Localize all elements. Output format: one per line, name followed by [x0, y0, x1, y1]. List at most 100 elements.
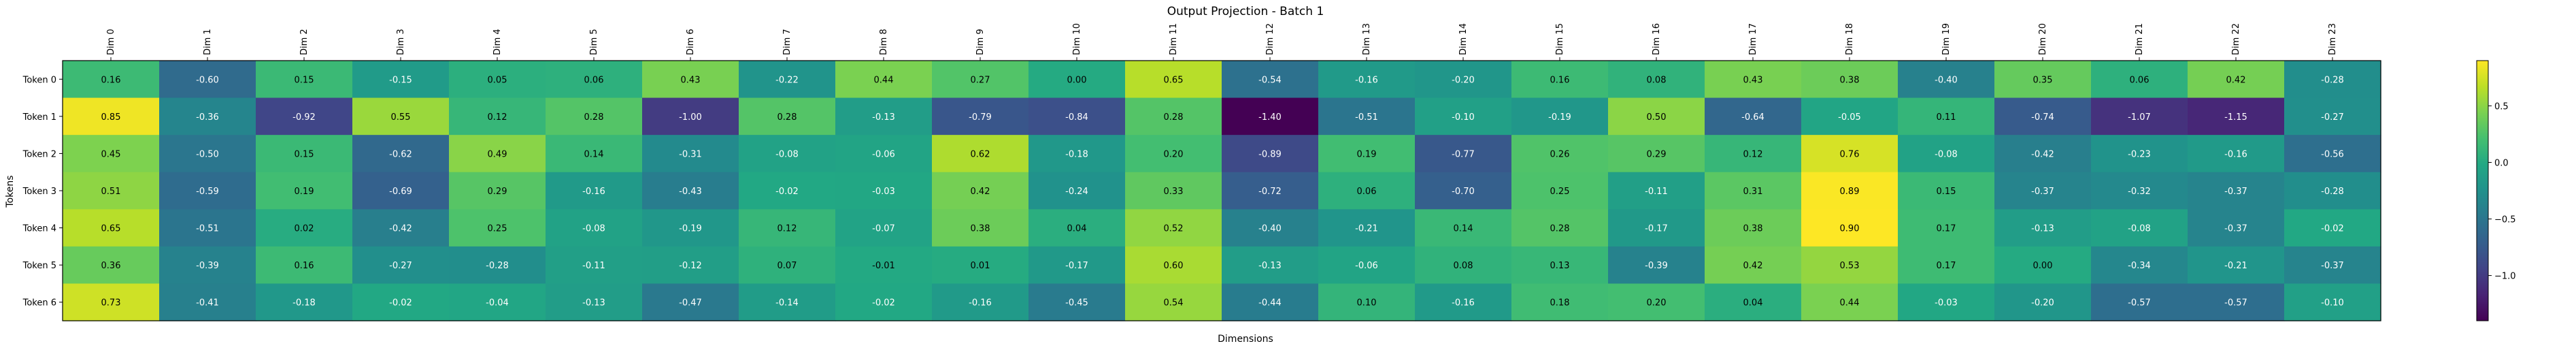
cell-value-label: -0.13: [582, 298, 605, 309]
cell-value-label: -0.15: [389, 75, 412, 85]
chart-title: Output Projection - Batch 1: [1167, 5, 1324, 18]
heatmap-cell: [2284, 97, 2381, 136]
heatmap-cell: [1222, 135, 1319, 173]
cell-value-label: 0.28: [777, 112, 797, 123]
cell-value-label: 0.12: [777, 224, 797, 234]
cell-value-label: 0.02: [295, 224, 314, 234]
heatmap-cell: [63, 209, 160, 247]
cell-value-label: 0.16: [295, 261, 314, 271]
cell-value-label: -0.13: [1258, 261, 1282, 271]
heatmap-cell: [739, 283, 836, 321]
cell-value-label: 0.89: [1840, 187, 1860, 197]
y-axis-label: Tokens: [5, 175, 16, 208]
x-tick-label: Dim 15: [1555, 23, 1565, 55]
cell-value-label: 0.28: [1164, 112, 1184, 123]
heatmap-cell: [1705, 246, 1802, 285]
heatmap-cell: [1415, 97, 1512, 136]
heatmap-cell: [835, 97, 933, 136]
cell-value-label: 0.38: [1840, 75, 1860, 85]
colorbar-tick-label: 0.0: [2494, 158, 2509, 168]
heatmap-cell: [449, 172, 546, 210]
heatmap-cell: [449, 61, 546, 99]
cell-value-label: 0.43: [1743, 75, 1763, 85]
cell-value-label: 0.85: [101, 112, 121, 123]
cell-value-label: 0.19: [1357, 149, 1377, 159]
heatmap-cell: [352, 135, 450, 173]
cell-value-label: -0.03: [872, 187, 895, 197]
cell-value-label: -0.47: [679, 298, 702, 309]
cell-value-label: -0.51: [196, 224, 219, 234]
heatmap-cell: [2091, 209, 2188, 247]
heatmap-cell: [1318, 283, 1416, 321]
cell-value-label: -0.06: [1355, 261, 1378, 271]
x-tick-label: Dim 11: [1169, 23, 1179, 55]
x-tick-label: Dim 22: [2231, 23, 2241, 55]
heatmap-cell: [449, 97, 546, 136]
heatmap-cell: [1898, 135, 1995, 173]
heatmap-cell: [1318, 97, 1416, 136]
cell-value-label: -0.40: [1258, 224, 1282, 234]
cell-value-label: 0.55: [391, 112, 411, 123]
heatmap-cell: [1608, 97, 1705, 136]
heatmap-cell: [932, 97, 1029, 136]
heatmap-cell: [1994, 135, 2092, 173]
heatmap-cell: [739, 135, 836, 173]
cell-value-label: 0.60: [1164, 261, 1184, 271]
heatmap-cell: [932, 172, 1029, 210]
cell-value-label: 0.38: [971, 224, 990, 234]
cell-value-label: -0.04: [486, 298, 509, 309]
cell-value-label: 0.35: [2033, 75, 2053, 85]
cell-value-label: -0.31: [679, 149, 702, 159]
cell-value-label: 0.44: [1840, 298, 1860, 309]
heatmap-cell: [1222, 61, 1319, 99]
heatmap-cell: [1898, 246, 1995, 285]
heatmap-cell: [1511, 61, 1609, 99]
cell-value-label: 0.51: [101, 187, 121, 197]
heatmap-cell: [2091, 97, 2188, 136]
cell-value-label: 0.27: [971, 75, 990, 85]
heatmap-cell: [739, 209, 836, 247]
heatmap-cell: [546, 61, 643, 99]
heatmap-cell: [1125, 209, 1222, 247]
heatmap-cell: [449, 246, 546, 285]
heatmap-cell: [642, 61, 739, 99]
cell-value-label: 0.45: [101, 149, 121, 159]
heatmap-cell: [1222, 209, 1319, 247]
heatmap-cell: [1318, 135, 1416, 173]
heatmap-cell: [642, 246, 739, 285]
heatmap-cell: [1318, 209, 1416, 247]
heatmap-cell: [2091, 172, 2188, 210]
heatmap-cell: [1994, 97, 2092, 136]
x-tick-label: Dim 2: [299, 29, 310, 55]
heatmap-cell: [159, 283, 256, 321]
heatmap-cell: [449, 135, 546, 173]
cell-value-label: 0.20: [1647, 298, 1667, 309]
heatmap-cell: [1222, 283, 1319, 321]
heatmap-cell: [2188, 97, 2285, 136]
cell-value-label: -0.44: [1258, 298, 1282, 309]
cell-value-label: -0.70: [1452, 187, 1475, 197]
cell-value-label: 0.29: [1647, 149, 1667, 159]
x-axis-ticks: Dim 0 Dim 1 Dim 2 Dim 3 Dim 4 Dim 5 Dim 6 Dim 7…: [106, 23, 2338, 61]
heatmap-cell: [2091, 246, 2188, 285]
cell-value-label: -0.41: [196, 298, 219, 309]
cell-value-label: 0.11: [1937, 112, 1956, 123]
cell-value-label: -0.28: [486, 261, 509, 271]
cell-value-label: 0.08: [1454, 261, 1473, 271]
heatmap-cell: [1801, 135, 1898, 173]
cell-value-label: -0.21: [2224, 261, 2247, 271]
heatmap-cell: [159, 246, 256, 285]
cell-value-label: 0.54: [1164, 298, 1184, 309]
x-tick-label: Dim 13: [1362, 23, 1372, 55]
cell-value-label: -0.18: [292, 298, 316, 309]
heatmap-cell: [1801, 61, 1898, 99]
cell-value-label: 0.16: [1550, 75, 1570, 85]
cell-value-label: -0.34: [2128, 261, 2151, 271]
cell-value-label: -0.69: [389, 187, 412, 197]
heatmap-cell: [1511, 246, 1609, 285]
heatmap-cell: [1994, 61, 2092, 99]
x-tick-label: Dim 12: [1265, 23, 1275, 55]
cell-value-label: 0.25: [1550, 187, 1570, 197]
plot-frame: [62, 60, 2381, 321]
